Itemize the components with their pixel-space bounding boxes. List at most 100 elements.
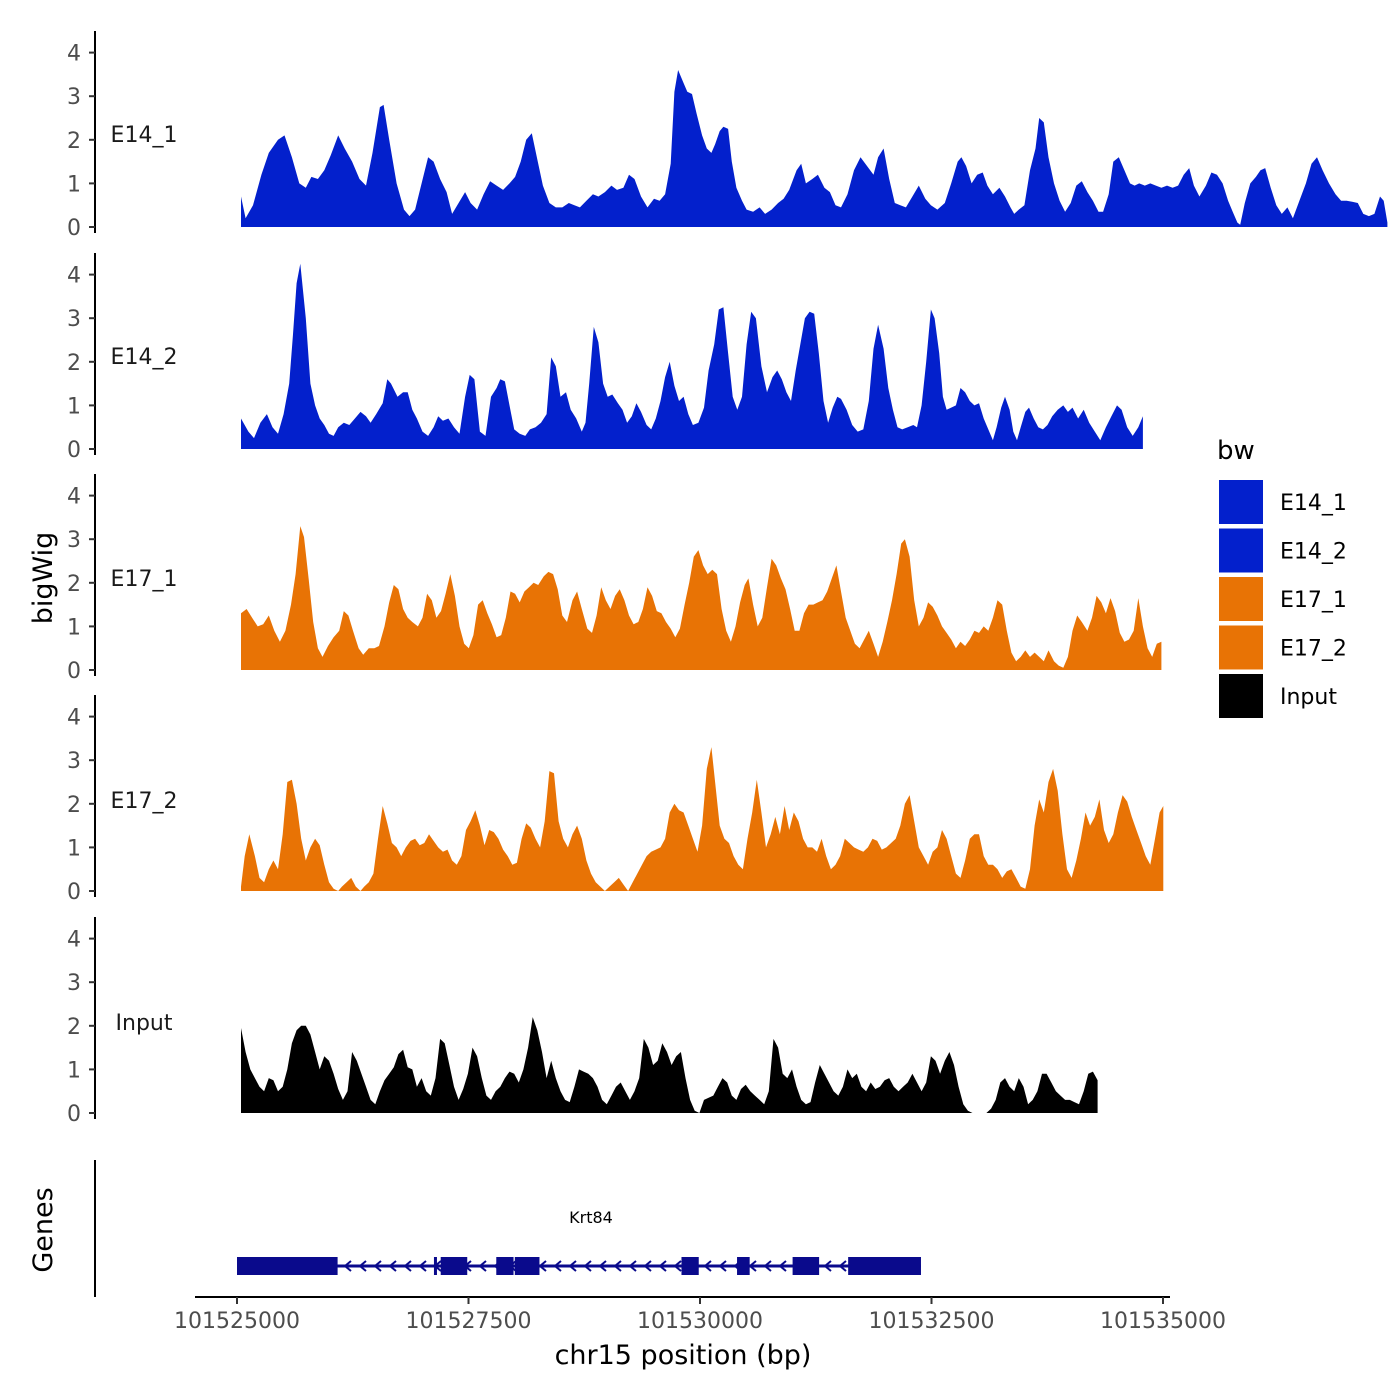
strand-arrow <box>703 1260 712 1272</box>
y-tick-label: 4 <box>67 42 81 67</box>
track-label: Input <box>116 1011 173 1036</box>
y-tick-label: 4 <box>67 264 81 289</box>
track-e14-2: 0 1 2 3 4 E14_2 <box>67 253 1143 463</box>
x-tick-label: 101530000 <box>637 1309 763 1334</box>
legend-swatch <box>1219 577 1263 621</box>
strand-arrow <box>598 1260 607 1272</box>
exon <box>681 1257 699 1275</box>
y-tick-label: 0 <box>67 659 81 684</box>
y-tick-label: 3 <box>67 749 81 774</box>
legend-title: bw <box>1217 436 1255 466</box>
y-tick-label: 0 <box>67 880 81 905</box>
area-e17-2 <box>241 747 1164 891</box>
exon <box>237 1257 338 1275</box>
strand-arrow <box>658 1260 667 1272</box>
strand-arrow <box>418 1260 427 1272</box>
legend-item: E17_1 <box>1219 577 1347 621</box>
y-tick-label: 0 <box>67 1102 81 1127</box>
strand-arrow <box>778 1260 787 1272</box>
area-e17-1 <box>241 526 1162 670</box>
exon <box>514 1257 540 1275</box>
exon <box>848 1257 921 1275</box>
track-label: E14_1 <box>111 123 178 148</box>
track-label: E17_1 <box>111 567 178 592</box>
x-axis-title: chr15 position (bp) <box>555 1340 812 1371</box>
strand-arrow <box>568 1260 577 1272</box>
area-input <box>241 1017 1098 1113</box>
x-tick-label: 101525000 <box>174 1309 300 1334</box>
y-axis-title: bigWig <box>28 532 59 625</box>
legend-label: E17_2 <box>1280 637 1347 662</box>
y-tick-label: 1 <box>67 615 81 640</box>
strand-arrow <box>583 1260 592 1272</box>
y-tick-label: 2 <box>67 1015 81 1040</box>
x-tick-label: 101532500 <box>869 1309 995 1334</box>
exon <box>496 1257 514 1275</box>
exon <box>737 1257 750 1275</box>
strand-arrow <box>643 1260 652 1272</box>
legend-item: Input <box>1219 674 1337 718</box>
area-e14-2 <box>241 263 1143 449</box>
strand-arrow <box>553 1260 562 1272</box>
strand-arrow <box>358 1260 367 1272</box>
strand-arrow <box>838 1260 847 1272</box>
x-tick-label: 101535000 <box>1100 1309 1226 1334</box>
legend-label: E17_1 <box>1280 588 1347 613</box>
track-label: E14_2 <box>111 345 178 370</box>
strand-arrow <box>343 1260 352 1272</box>
y-tick-label: 3 <box>67 85 81 110</box>
gene-label: Krt84 <box>569 1208 613 1227</box>
y-tick-label: 3 <box>67 971 81 996</box>
legend-label: Input <box>1280 685 1337 710</box>
strand-arrow <box>763 1260 772 1272</box>
strand-arrow <box>628 1260 637 1272</box>
y-tick-label: 3 <box>67 528 81 553</box>
strand-arrow <box>538 1260 547 1272</box>
y-tick-label: 1 <box>67 836 81 861</box>
legend-swatch <box>1219 625 1263 670</box>
x-axis: 101525000 101527500 101530000 101532500 1015… <box>174 1296 1226 1334</box>
y-tick-label: 2 <box>67 129 81 154</box>
x-tick-label: 101527500 <box>406 1309 532 1334</box>
y-tick-label: 2 <box>67 572 81 597</box>
strand-arrow <box>613 1260 622 1272</box>
gene-panel: Krt84 <box>94 1160 921 1297</box>
y-tick-label: 0 <box>67 438 81 463</box>
legend-label: E14_1 <box>1280 491 1347 516</box>
strand-arrow <box>478 1260 487 1272</box>
strand-arrow <box>823 1260 832 1272</box>
gene-tick <box>433 1257 437 1275</box>
y-tick-label: 4 <box>67 485 81 510</box>
legend-item: E14_1 <box>1219 480 1347 524</box>
track-e14-1: 0 1 2 3 4 E14_1 <box>67 31 1388 241</box>
legend-item: E17_2 <box>1219 625 1347 670</box>
y-tick-label: 4 <box>67 928 81 953</box>
y-tick-label: 2 <box>67 351 81 376</box>
exon <box>440 1257 468 1275</box>
strand-arrow <box>673 1260 682 1272</box>
y-tick-label: 1 <box>67 172 81 197</box>
track-input: 0 1 2 3 4 Input <box>67 917 1098 1127</box>
legend-item: E14_2 <box>1219 528 1347 573</box>
track-label: E17_2 <box>111 789 178 814</box>
strand-arrow <box>748 1260 757 1272</box>
y-tick-label: 2 <box>67 793 81 818</box>
strand-arrow <box>388 1260 397 1272</box>
y-tick-label: 4 <box>67 706 81 731</box>
legend-swatch <box>1219 674 1263 718</box>
y-tick-label: 0 <box>67 216 81 241</box>
legend-swatch <box>1219 480 1263 524</box>
track-e17-1: 0 1 2 3 4 E17_1 <box>67 474 1162 684</box>
track-e17-2: 0 1 2 3 4 E17_2 <box>67 695 1164 905</box>
strand-arrow <box>373 1260 382 1272</box>
y-tick-label: 1 <box>67 394 81 419</box>
strand-arrow <box>718 1260 727 1272</box>
legend: bw E14_1 E14_2 E17_1 E17_2 Input <box>1217 436 1347 718</box>
legend-label: E14_2 <box>1280 540 1347 565</box>
genes-axis-title: Genes <box>28 1187 59 1272</box>
area-e14-1 <box>241 70 1388 227</box>
y-tick-label: 1 <box>67 1058 81 1083</box>
strand-arrow <box>403 1260 412 1272</box>
legend-swatch <box>1219 528 1263 573</box>
